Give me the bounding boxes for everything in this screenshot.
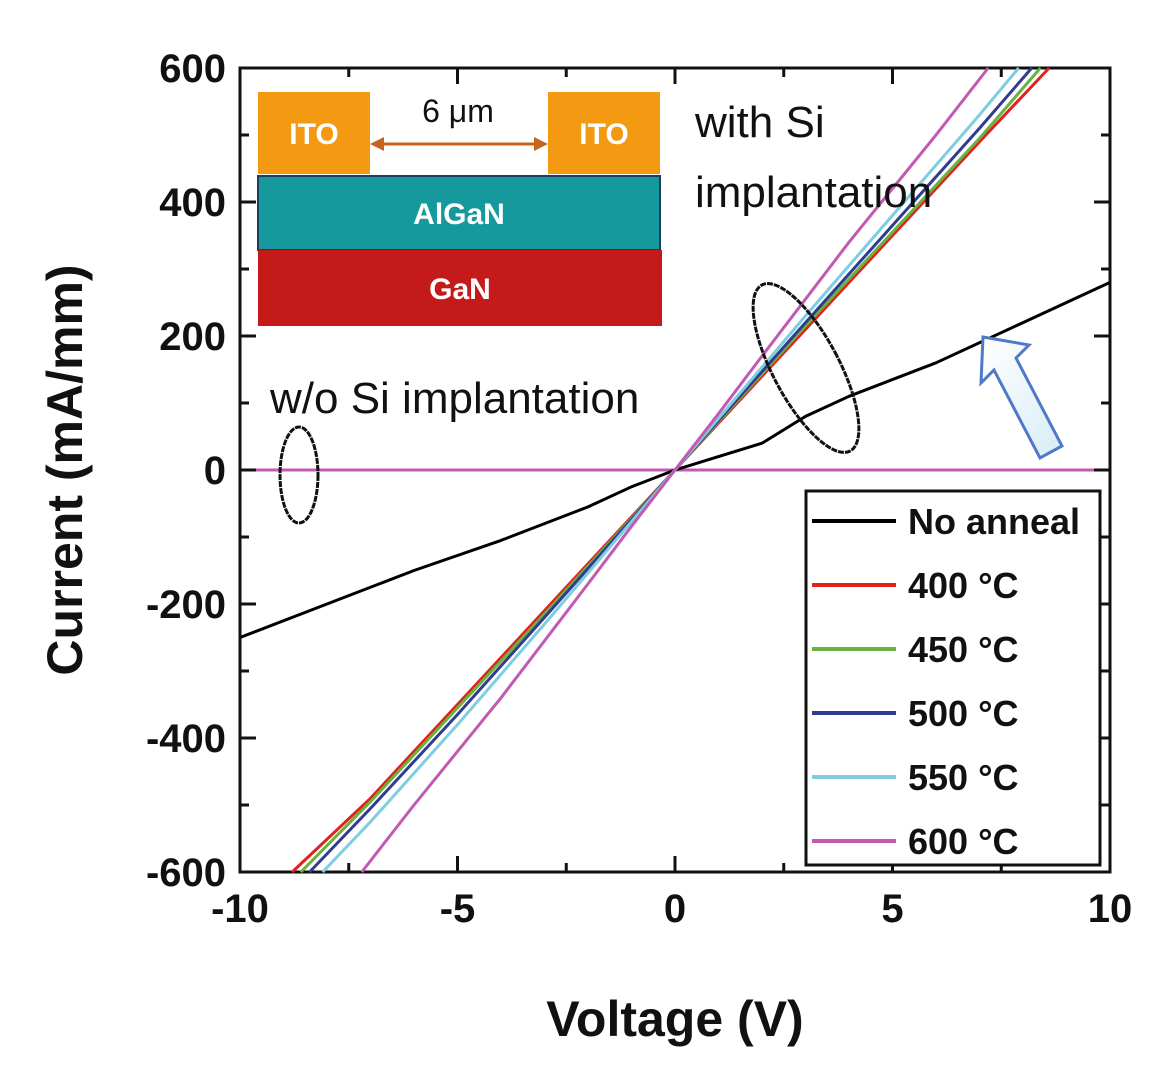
- y-tick-label-6: 600: [159, 47, 226, 91]
- with-si-ellipse-marker: [751, 282, 861, 454]
- x-tick-label-0: -10: [211, 887, 269, 931]
- legend-label-2: 450 °C: [908, 629, 1018, 670]
- y-tick-label-4: 200: [159, 315, 226, 359]
- legend: No anneal 400 °C 450 °C 500 °C 550 °C 600 °C: [804, 489, 1102, 867]
- y-tick-label-3: 0: [204, 449, 226, 493]
- ito-right-contact: [548, 92, 660, 174]
- without-si-annotation: w/o Si implantation: [269, 374, 639, 423]
- x-axis-title: Voltage (V): [546, 991, 803, 1047]
- y-tick-label-0: -600: [146, 851, 226, 895]
- gan-layer: [258, 250, 662, 326]
- gap-label: 6 μm: [422, 93, 494, 129]
- ito-right-label: ITO: [579, 118, 628, 151]
- y-axis-title: Current (mA/mm): [37, 264, 93, 675]
- device-inset: ITO ITO 6 μm AlGaN GaN: [257, 92, 662, 326]
- y-tick-label-2: -200: [146, 583, 226, 627]
- ito-left-contact: [258, 92, 370, 174]
- series-group: [239, 66, 1111, 874]
- legend-items: No anneal 400 °C 450 °C 500 °C 550 °C 600 °C: [812, 501, 1080, 862]
- series-line-5: [360, 67, 990, 873]
- legend-label-1: 400 °C: [908, 565, 1018, 606]
- y-tick-label-1: -400: [146, 717, 226, 761]
- ito-left-label: ITO: [289, 118, 338, 151]
- legend-label-3: 500 °C: [908, 693, 1018, 734]
- with-si-annotation-line2: implantation: [695, 168, 932, 217]
- series-line-0: [239, 281, 1111, 639]
- gan-label: GaN: [429, 273, 491, 306]
- legend-label-4: 550 °C: [908, 757, 1018, 798]
- x-tick-label-1: -5: [440, 887, 476, 931]
- with-si-annotation-line1: with Si: [694, 98, 825, 147]
- gap-arrow-right-head: [534, 137, 548, 151]
- highlight-arrow-icon: [979, 335, 1065, 461]
- legend-box: [804, 489, 1102, 867]
- legend-label-5: 600 °C: [908, 821, 1018, 862]
- x-tick-label-3: 5: [881, 887, 903, 931]
- algan-label: AlGaN: [413, 198, 505, 231]
- y-tick-label-5: 400: [159, 181, 226, 225]
- algan-layer: [257, 175, 661, 251]
- legend-label-0: No anneal: [908, 501, 1080, 542]
- without-si-ellipse-marker: [278, 425, 320, 525]
- x-tick-label-2: 0: [664, 887, 686, 931]
- gap-arrow-left-head: [370, 137, 384, 151]
- x-tick-label-4: 10: [1088, 887, 1133, 931]
